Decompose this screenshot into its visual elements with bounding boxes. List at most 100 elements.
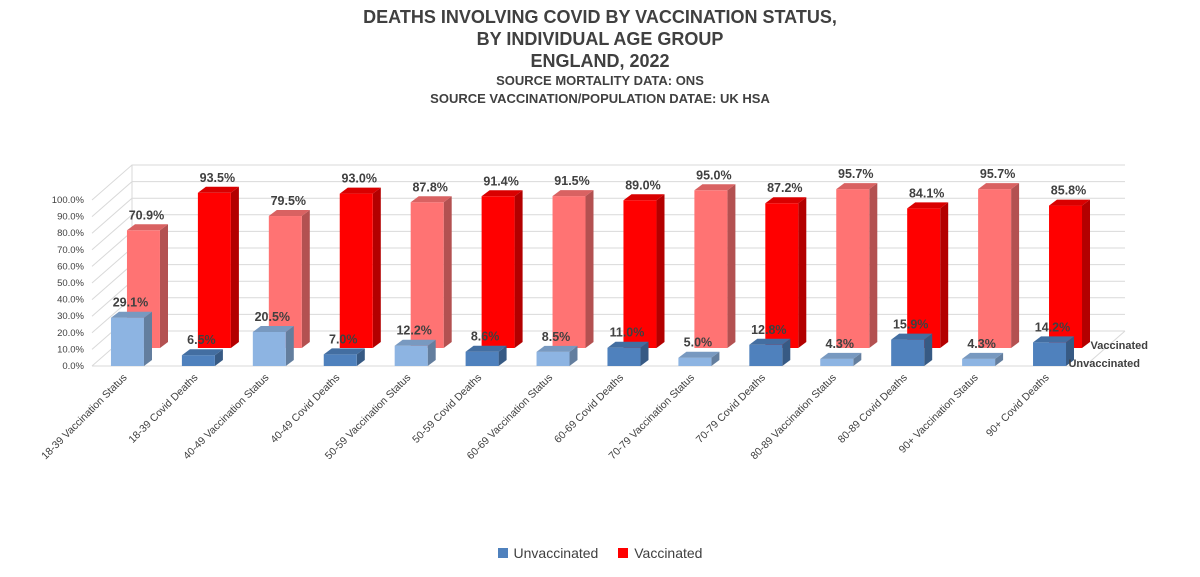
bar-vaccinated-4 bbox=[410, 202, 444, 348]
legend-swatch-vaccinated bbox=[618, 548, 629, 559]
bar-vaccinated-1 bbox=[197, 192, 231, 348]
y-tick-label: 90.0% bbox=[57, 212, 84, 223]
gridline bbox=[91, 197, 1125, 234]
gridline bbox=[91, 164, 1125, 201]
data-label-unvaccinated-8: 5.0% bbox=[684, 336, 713, 350]
bar-side-unvaccinated-12 bbox=[995, 352, 1004, 366]
y-tick-label: 0.0% bbox=[62, 361, 84, 372]
gridline bbox=[91, 214, 1125, 251]
y-tick-label: 30.0% bbox=[57, 311, 84, 322]
bar-unvaccinated-10 bbox=[820, 358, 854, 366]
data-label-vaccinated-7: 89.0% bbox=[625, 178, 660, 192]
category-label: 18-39 Covid Deaths bbox=[126, 372, 200, 446]
category-label: 50-59 Covid Deaths bbox=[410, 372, 484, 446]
data-label-vaccinated-8: 95.0% bbox=[696, 168, 731, 182]
bar-top-vaccinated-3 bbox=[339, 187, 381, 194]
data-label-unvaccinated-1: 6.5% bbox=[187, 333, 216, 347]
bar-side-unvaccinated-1 bbox=[214, 349, 223, 366]
bar-top-unvaccinated-3 bbox=[323, 348, 365, 355]
bar-unvaccinated-9 bbox=[749, 344, 783, 366]
bar-side-unvaccinated-3 bbox=[356, 348, 365, 366]
gridline bbox=[91, 247, 1125, 284]
data-label-vaccinated-6: 91.5% bbox=[554, 174, 589, 188]
bar-unvaccinated-7 bbox=[607, 347, 641, 366]
subtitle-line-2: SOURCE VACCINATION/POPULATION DATAE: UK … bbox=[430, 91, 770, 106]
y-tick-label: 70.0% bbox=[57, 245, 84, 256]
legend-label-unvaccinated: Unvaccinated bbox=[513, 545, 599, 561]
chart-title: DEATHS INVOLVING COVID BY VACCINATION ST… bbox=[0, 6, 1200, 108]
bar-side-unvaccinated-9 bbox=[782, 338, 791, 366]
bar-top-vaccinated-2 bbox=[268, 210, 310, 216]
bar-side-vaccinated-9 bbox=[798, 197, 807, 348]
bar-top-vaccinated-10 bbox=[836, 183, 878, 190]
data-label-unvaccinated-6: 8.5% bbox=[542, 330, 571, 344]
legend-item-vaccinated: Vaccinated bbox=[618, 545, 702, 561]
bar-side-vaccinated-10 bbox=[869, 183, 878, 348]
bar-top-unvaccinated-4 bbox=[394, 339, 436, 346]
bar-top-unvaccinated-5 bbox=[465, 345, 507, 352]
bar-side-vaccinated-5 bbox=[514, 190, 523, 348]
bar-side-unvaccinated-5 bbox=[498, 345, 507, 366]
category-label: 80-89 Covid Deaths bbox=[836, 372, 910, 446]
bar-side-unvaccinated-2 bbox=[285, 326, 294, 366]
y-tick-label: 50.0% bbox=[57, 278, 84, 289]
data-label-unvaccinated-7: 11.0% bbox=[610, 326, 645, 340]
legend: Unvaccinated Vaccinated bbox=[0, 545, 1200, 561]
bar-side-vaccinated-11 bbox=[940, 202, 949, 348]
data-label-unvaccinated-5: 8.6% bbox=[471, 330, 500, 344]
bar-unvaccinated-11 bbox=[891, 339, 925, 366]
gridline bbox=[91, 280, 1125, 317]
bar-top-unvaccinated-13 bbox=[1033, 336, 1074, 343]
bar-side-vaccinated-12 bbox=[1011, 183, 1020, 348]
bar-unvaccinated-12 bbox=[962, 358, 996, 366]
bar-top-unvaccinated-12 bbox=[962, 352, 1004, 359]
bar-unvaccinated-8 bbox=[678, 357, 712, 366]
bar-vaccinated-7 bbox=[623, 200, 657, 348]
gridline bbox=[91, 230, 1125, 267]
data-label-vaccinated-2: 79.5% bbox=[271, 194, 306, 208]
subtitle-line-1: SOURCE MORTALITY DATA: ONS bbox=[496, 73, 704, 88]
bar-top-vaccinated-4 bbox=[410, 196, 452, 203]
bar-top-vaccinated-12 bbox=[978, 183, 1020, 190]
bar-top-unvaccinated-10 bbox=[820, 352, 862, 359]
bar-side-unvaccinated-0 bbox=[144, 311, 152, 366]
y-tick-label: 80.0% bbox=[57, 228, 84, 239]
data-label-vaccinated-9: 87.2% bbox=[767, 181, 802, 195]
bar-top-unvaccinated-11 bbox=[891, 333, 933, 340]
data-label-unvaccinated-2: 20.5% bbox=[255, 310, 290, 324]
data-label-unvaccinated-12: 4.3% bbox=[967, 337, 996, 351]
category-label: 40-49 Covid Deaths bbox=[268, 372, 342, 446]
title-line-3: ENGLAND, 2022 bbox=[530, 51, 670, 71]
bar-side-vaccinated-8 bbox=[727, 184, 736, 348]
bar-top-unvaccinated-2 bbox=[252, 326, 294, 332]
bar-top-vaccinated-1 bbox=[197, 186, 239, 193]
bar-side-unvaccinated-4 bbox=[427, 339, 436, 366]
bar-vaccinated-9 bbox=[765, 203, 799, 348]
bar-vaccinated-3 bbox=[339, 193, 373, 348]
bar-side-vaccinated-13 bbox=[1082, 199, 1090, 348]
bar-top-unvaccinated-7 bbox=[607, 341, 649, 348]
gridline bbox=[91, 297, 1125, 334]
data-label-vaccinated-0: 70.9% bbox=[129, 208, 164, 222]
y-tick-label: 20.0% bbox=[57, 328, 84, 339]
bar-top-vaccinated-11 bbox=[907, 202, 949, 209]
legend-label-vaccinated: Vaccinated bbox=[634, 545, 703, 561]
bar-unvaccinated-13 bbox=[1033, 342, 1067, 366]
data-label-unvaccinated-13: 14.2% bbox=[1035, 320, 1070, 334]
bar-unvaccinated-3 bbox=[323, 354, 357, 366]
bar-side-unvaccinated-13 bbox=[1066, 336, 1074, 366]
category-label: 18-39 Vaccination Status bbox=[39, 372, 129, 462]
legend-swatch-unvaccinated bbox=[497, 548, 508, 559]
data-label-vaccinated-4: 87.8% bbox=[412, 180, 447, 194]
bar-top-vaccinated-9 bbox=[765, 197, 807, 204]
bar-side-vaccinated-0 bbox=[160, 224, 168, 348]
bar-side-unvaccinated-6 bbox=[569, 345, 578, 366]
bar-side-unvaccinated-11 bbox=[924, 333, 933, 366]
bar-top-vaccinated-7 bbox=[623, 194, 665, 201]
depth-label-unvaccinated: Unvaccinated bbox=[1068, 358, 1140, 370]
bar-unvaccinated-0 bbox=[110, 317, 144, 366]
bar-side-unvaccinated-7 bbox=[640, 341, 649, 366]
bar-unvaccinated-4 bbox=[394, 345, 428, 366]
